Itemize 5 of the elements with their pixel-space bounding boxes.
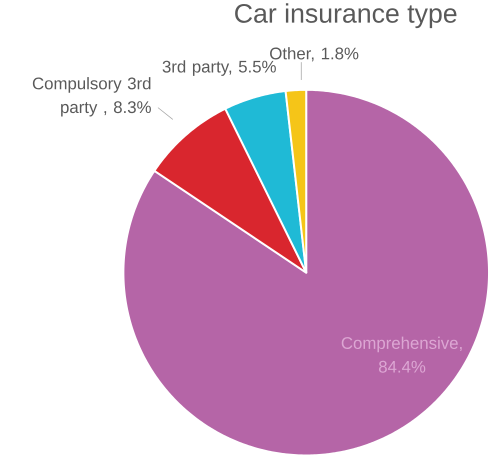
slice-label: Compulsory 3rd party , 8.3% [32, 76, 151, 116]
chart-title: Car insurance type [235, 3, 456, 28]
slice-label: Other, 1.8% [270, 46, 358, 62]
slice-label: Comprehensive, 84.4% [342, 336, 462, 372]
slice-label: 3rd party, 5.5% [162, 60, 276, 76]
